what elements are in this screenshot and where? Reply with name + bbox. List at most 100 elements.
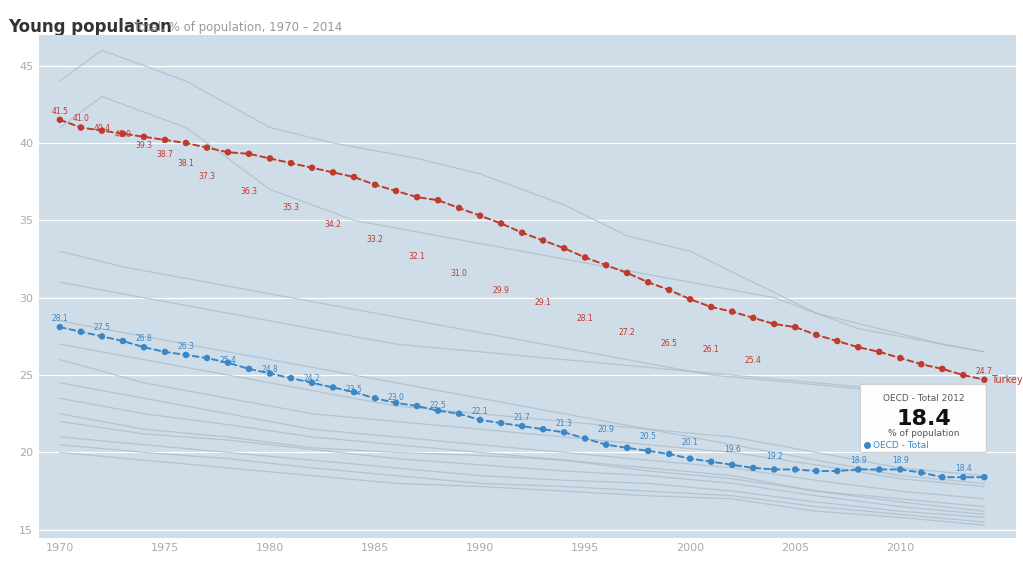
Point — [262, 154, 278, 163]
Point — [914, 468, 930, 477]
Point — [598, 261, 615, 270]
Text: 35.3: 35.3 — [282, 202, 300, 212]
Point — [73, 327, 89, 336]
Point — [157, 347, 173, 357]
Point — [829, 336, 845, 346]
Point — [388, 186, 404, 195]
Text: 39.3: 39.3 — [135, 140, 152, 150]
Point — [472, 416, 488, 425]
Point — [262, 369, 278, 378]
Point — [451, 203, 468, 213]
Point — [220, 147, 236, 157]
Point — [872, 465, 888, 474]
Point — [514, 421, 530, 431]
Text: 26.5: 26.5 — [661, 339, 677, 348]
Point — [52, 115, 69, 124]
Text: 29.1: 29.1 — [535, 298, 551, 307]
Text: 29.9: 29.9 — [493, 286, 509, 295]
Text: 27.5: 27.5 — [93, 323, 110, 332]
Text: 25.4: 25.4 — [220, 355, 236, 365]
Point — [914, 360, 930, 369]
Text: 31.0: 31.0 — [451, 269, 468, 278]
Point — [787, 323, 803, 332]
Point — [493, 418, 509, 428]
Point — [682, 295, 699, 304]
Point — [555, 428, 572, 437]
Point — [472, 211, 488, 220]
Text: 32.1: 32.1 — [408, 252, 426, 261]
Point — [640, 277, 657, 287]
Point — [976, 473, 992, 482]
Point — [115, 336, 131, 346]
Point — [115, 129, 131, 138]
Point — [346, 172, 362, 181]
Point — [240, 364, 257, 373]
Text: 21.3: 21.3 — [555, 419, 573, 428]
Text: 21.7: 21.7 — [514, 413, 531, 422]
Point — [178, 350, 194, 360]
Point — [304, 378, 320, 387]
Point — [976, 375, 992, 384]
Text: 19.2: 19.2 — [766, 451, 783, 461]
Point — [346, 387, 362, 397]
Text: 19.6: 19.6 — [723, 446, 741, 454]
Text: 26.3: 26.3 — [178, 342, 194, 351]
Text: 37.3: 37.3 — [198, 172, 216, 180]
Point — [325, 383, 342, 392]
Point — [304, 163, 320, 172]
Point — [493, 219, 509, 228]
Point — [745, 464, 761, 473]
Text: 26.1: 26.1 — [703, 345, 719, 354]
Text: Turkey: Turkey — [991, 375, 1023, 385]
Point — [724, 307, 741, 316]
Point — [577, 434, 593, 443]
Point — [787, 465, 803, 474]
Point — [892, 353, 908, 362]
Text: 24.2: 24.2 — [304, 375, 320, 383]
Point — [430, 195, 446, 205]
Text: OECD - Total: OECD - Total — [873, 441, 929, 450]
Point — [52, 323, 69, 332]
Text: 22.1: 22.1 — [472, 407, 488, 416]
Text: 27.2: 27.2 — [619, 328, 635, 337]
Point — [619, 268, 635, 277]
Text: % of population: % of population — [888, 429, 960, 438]
Text: 18.9: 18.9 — [892, 456, 908, 465]
Text: 20.1: 20.1 — [681, 438, 699, 447]
Text: 40.0: 40.0 — [115, 130, 131, 139]
Text: OECD - Total 2012: OECD - Total 2012 — [883, 394, 964, 403]
Point — [73, 123, 89, 132]
Point — [451, 409, 468, 418]
Point — [430, 406, 446, 415]
Point — [850, 465, 866, 474]
Point — [198, 353, 215, 362]
Point — [535, 236, 551, 245]
Point — [955, 370, 972, 380]
Text: 24.7: 24.7 — [976, 366, 992, 376]
Text: 41.0: 41.0 — [73, 114, 89, 123]
Point — [240, 149, 257, 158]
Point — [808, 330, 825, 339]
Point — [766, 320, 783, 329]
Point — [703, 302, 719, 312]
Point — [661, 449, 677, 458]
Point — [872, 347, 888, 357]
Point — [325, 168, 342, 177]
Point — [703, 457, 719, 466]
Point — [934, 473, 950, 482]
Text: 23.5: 23.5 — [346, 385, 362, 394]
Text: Young population: Young population — [8, 18, 172, 36]
Point — [619, 443, 635, 453]
Point — [892, 465, 908, 474]
Point — [409, 192, 426, 202]
Point — [955, 473, 972, 482]
Text: 38.1: 38.1 — [178, 159, 194, 168]
Text: 20.9: 20.9 — [597, 425, 615, 434]
Point — [514, 228, 530, 238]
Point — [94, 126, 110, 135]
Point — [724, 460, 741, 469]
Point — [555, 243, 572, 253]
Text: 34.2: 34.2 — [324, 220, 342, 228]
Point — [367, 394, 384, 403]
Point — [94, 332, 110, 341]
